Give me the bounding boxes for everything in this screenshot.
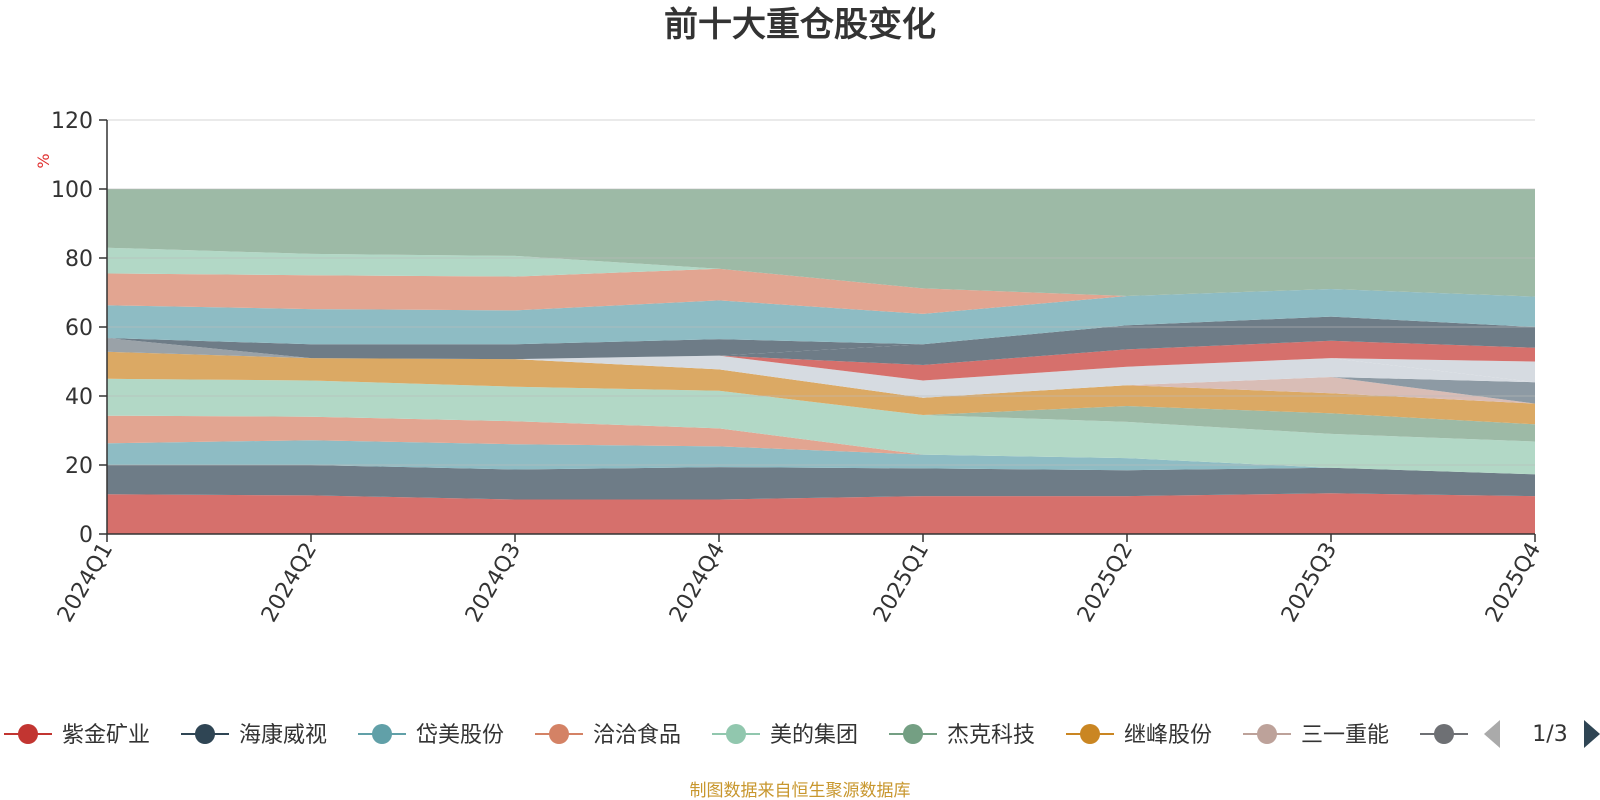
legend-item[interactable]: 美的集团 — [712, 723, 858, 748]
legend-item-label: 美的集团 — [770, 723, 858, 748]
area-series-12 — [107, 340, 1535, 381]
y-axis-unit: % — [34, 153, 53, 168]
area-series-7 — [107, 351, 1535, 425]
legend-item[interactable]: 杰克科技 — [889, 723, 1035, 748]
y-tick-label: 60 — [65, 316, 93, 341]
area-series-18 — [107, 247, 1535, 297]
area-series-3 — [107, 440, 1535, 475]
legend-next-page-icon[interactable] — [1584, 720, 1600, 748]
area-series-group — [107, 189, 1535, 534]
legend: 紫金矿业 海康威视 岱美股份 洽洽食品 美的集团 杰克科技 继峰股份 三一重能 [1/3 — [4, 720, 1600, 748]
legend-item-label: 杰克科技 — [947, 723, 1035, 748]
area-series-5 — [107, 378, 1535, 475]
legend-item[interactable]: 海康威视 — [181, 723, 327, 748]
legend-item[interactable]: 岱美股份 — [358, 723, 504, 748]
legend-item[interactable]: [ — [1420, 723, 1487, 748]
legend-page-indicator: 1/3 — [1532, 722, 1567, 747]
legend-item-label: [ — [1478, 723, 1487, 748]
legend-items: 紫金矿业 海康威视 岱美股份 洽洽食品 美的集团 杰克科技 继峰股份 三一重能 [ — [4, 723, 1487, 748]
area-series-13 — [107, 316, 1535, 365]
x-tick-label: 2024Q4 — [665, 539, 730, 627]
y-tick-label: 80 — [65, 247, 93, 272]
y-tick-label: 120 — [51, 109, 93, 134]
area-series-6 — [107, 378, 1535, 442]
x-tick-label: 2024Q1 — [53, 539, 118, 627]
y-tick-label: 0 — [79, 523, 93, 548]
legend-item-label: 洽洽食品 — [593, 723, 681, 748]
area-series-16 — [107, 289, 1535, 345]
area-series-10 — [107, 351, 1535, 398]
x-tick-label: 2025Q4 — [1481, 539, 1546, 627]
x-tick-label: 2025Q1 — [869, 539, 934, 627]
area-series-19 — [107, 189, 1535, 297]
area-series-14 — [107, 316, 1535, 360]
area-series-15 — [107, 316, 1535, 360]
grid-lines — [107, 119, 1535, 466]
area-series-17 — [107, 268, 1535, 314]
legend-item-label: 继峰股份 — [1124, 723, 1212, 748]
area-series-1 — [107, 493, 1535, 534]
x-tick-label: 2025Q3 — [1277, 539, 1342, 627]
y-tick-label: 100 — [51, 178, 93, 203]
y-tick-label: 40 — [65, 385, 93, 410]
legend-item-label: 三一重能 — [1301, 723, 1389, 748]
y-tick-label: 20 — [65, 454, 93, 479]
legend-item[interactable]: 三一重能 — [1243, 723, 1389, 748]
legend-item[interactable]: 继峰股份 — [1066, 723, 1212, 748]
x-tick-label: 2024Q3 — [461, 539, 526, 627]
legend-item-label: 岱美股份 — [416, 723, 504, 748]
x-tick-label: 2024Q2 — [257, 539, 322, 627]
legend-item-label: 紫金矿业 — [62, 723, 150, 748]
legend-item[interactable]: 紫金矿业 — [4, 723, 150, 748]
data-source-note: 制图数据来自恒生聚源数据库 — [690, 781, 911, 800]
area-series-2 — [107, 465, 1535, 500]
area-series-4 — [107, 415, 1535, 475]
chart-title: 前十大重仓股变化 — [664, 5, 936, 45]
legend-item-label: 海康威视 — [239, 723, 327, 748]
x-tick-label: 2025Q2 — [1073, 539, 1138, 627]
legend-item[interactable]: 洽洽食品 — [535, 723, 681, 748]
legend-prev-page-icon[interactable] — [1484, 720, 1500, 748]
